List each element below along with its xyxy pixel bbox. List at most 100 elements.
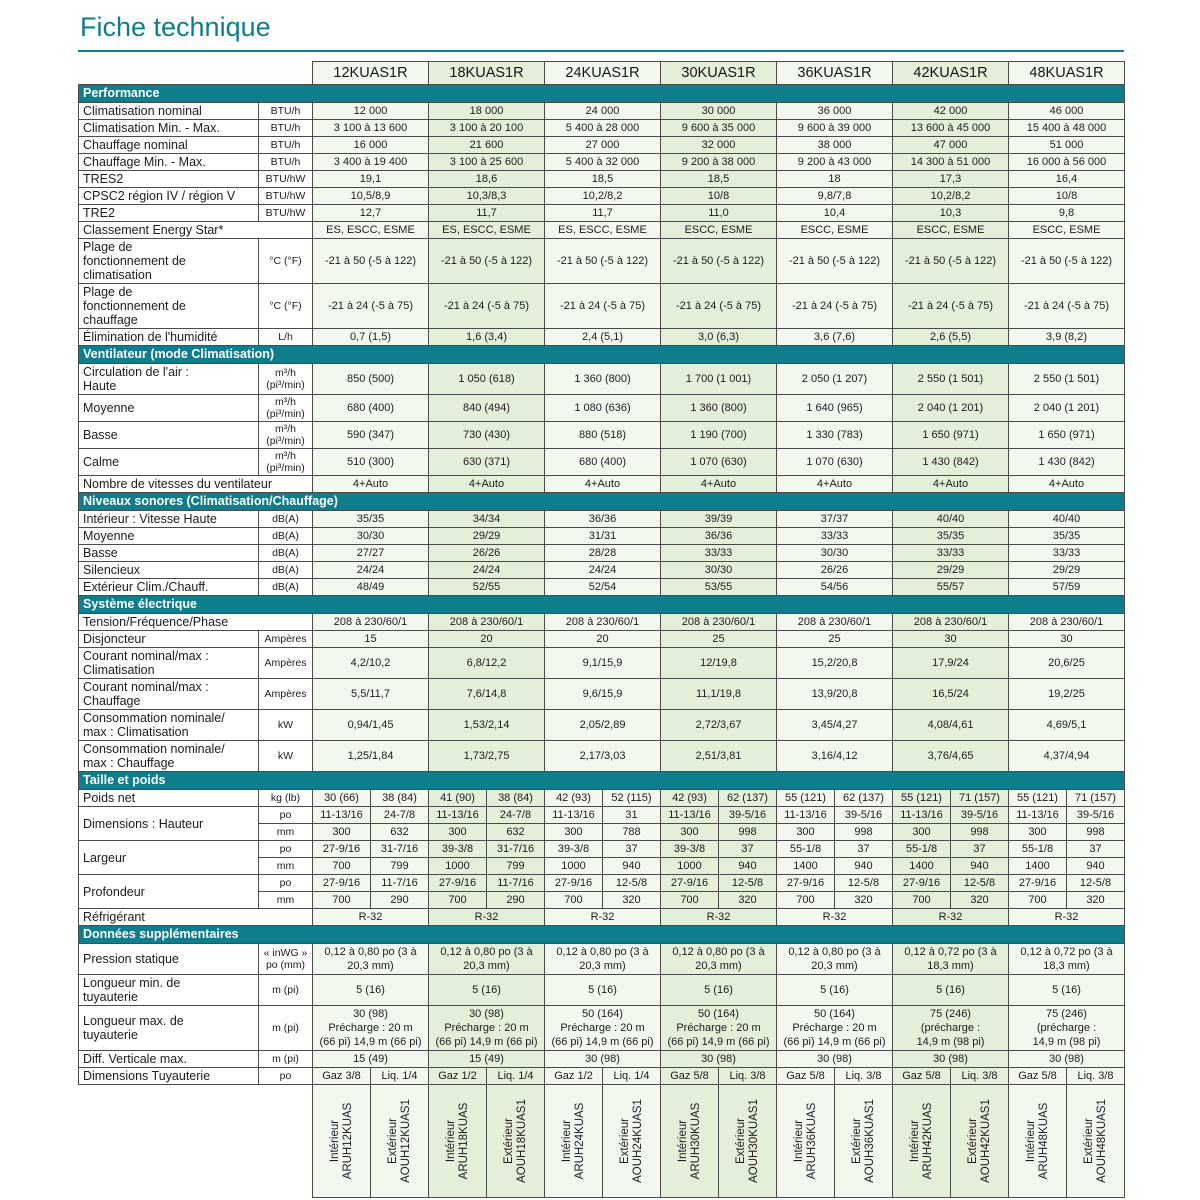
value-cell: 18,6 (428, 170, 545, 188)
value-cell: 42 (93) (660, 789, 719, 807)
value-cell: 18,5 (544, 170, 661, 188)
value-cell: 39/39 (660, 510, 777, 528)
footer-blank (78, 1084, 313, 1198)
value-cell: 2,4 (5,1) (544, 328, 661, 346)
value-cell: 42 (93) (544, 789, 603, 807)
value-cell: Gaz 1/2 (428, 1067, 487, 1085)
value-cell: 0,12 à 0,80 po (3 à 20,3 mm) (660, 943, 777, 975)
value-cell: 54/56 (776, 578, 893, 596)
row-label: Climatisation Min. - Max. (78, 119, 259, 137)
value-cell: 799 (486, 857, 545, 875)
value-cell: 37 (834, 840, 893, 858)
section-header: Niveaux sonores (Climatisation/Chauffage… (78, 492, 1125, 511)
value-cell: 39-3/8 (660, 840, 719, 858)
row-label: Poids net (78, 789, 259, 807)
value-cell: 700 (312, 891, 371, 909)
value-cell: 10,4 (776, 204, 893, 222)
value-cell: 700 (776, 891, 835, 909)
value-cell: 38 (84) (370, 789, 429, 807)
value-cell: 30 (98) (544, 1050, 661, 1068)
value-cell: 17,3 (892, 170, 1009, 188)
value-cell: 62 (137) (718, 789, 777, 807)
unit-designation-cell: Intérieur ARUH12KUAS (312, 1084, 371, 1198)
value-cell: 40/40 (892, 510, 1009, 528)
value-cell: 0,12 à 0,80 po (3 à 20,3 mm) (428, 943, 545, 975)
value-cell: 33/33 (1008, 544, 1125, 562)
value-cell: 33/33 (892, 544, 1009, 562)
value-cell: 24 000 (544, 102, 661, 120)
value-cell: 30 (98) Précharge : 20 m (66 pi) 14,9 m … (428, 1005, 545, 1051)
value-cell: 940 (1066, 857, 1125, 875)
value-cell: 10,3 (892, 204, 1009, 222)
value-cell: 6,8/12,2 (428, 647, 545, 679)
value-cell: 3 100 à 25 600 (428, 153, 545, 171)
unit-designation-cell: Intérieur ARUH42KUAS (892, 1084, 951, 1198)
value-cell: 24-7/8 (486, 806, 545, 824)
value-cell: 24-7/8 (370, 806, 429, 824)
unit-cell: dB(A) (258, 578, 313, 596)
value-cell: 42 000 (892, 102, 1009, 120)
value-cell: 25 (776, 630, 893, 648)
value-cell: 632 (370, 823, 429, 841)
value-cell: 11-13/16 (544, 806, 603, 824)
value-cell: 15 (49) (428, 1050, 545, 1068)
value-cell: -21 à 24 (-5 à 75) (544, 283, 661, 329)
value-cell: 12-5/8 (1066, 874, 1125, 892)
unit-cell: m³/h (pi³/min) (258, 421, 313, 449)
value-cell: 10/8 (1008, 187, 1125, 205)
row-label: Chauffage Min. - Max. (78, 153, 259, 171)
value-cell: 52/55 (428, 578, 545, 596)
value-cell: 300 (312, 823, 371, 841)
value-cell: 5 (16) (312, 974, 429, 1006)
value-cell: 11-13/16 (892, 806, 951, 824)
value-cell: 24/24 (544, 561, 661, 579)
model-header: 12KUAS1R (312, 61, 429, 85)
value-cell: 1 650 (971) (892, 421, 1009, 449)
value-cell: 29/29 (1008, 561, 1125, 579)
value-cell: 2 550 (1 501) (1008, 363, 1125, 395)
row-label: Largeur (78, 840, 259, 875)
row-label: Pression statique (78, 943, 259, 975)
value-cell: 27 000 (544, 136, 661, 154)
unit-cell: kg (lb) (258, 789, 313, 807)
value-cell: 37 (950, 840, 1009, 858)
value-cell: 31/31 (544, 527, 661, 545)
value-cell: 11,1/19,8 (660, 678, 777, 710)
value-cell: 1 430 (842) (892, 448, 1009, 476)
unit-cell: m³/h (pi³/min) (258, 448, 313, 476)
value-cell: 1000 (544, 857, 603, 875)
unit-cell: kW (258, 740, 313, 772)
value-cell: R-32 (892, 908, 1009, 926)
value-cell: 2 040 (1 201) (1008, 394, 1125, 422)
value-cell: 290 (486, 891, 545, 909)
value-cell: 55 (121) (1008, 789, 1067, 807)
value-cell: ESCC, ESME (892, 221, 1009, 239)
value-cell: 55-1/8 (776, 840, 835, 858)
value-cell: 35/35 (1008, 527, 1125, 545)
value-cell: 9 600 à 39 000 (776, 119, 893, 137)
page: Fiche technique 12KUAS1R 18KUAS1R 24KUAS1R… (78, 0, 1125, 1198)
row-label: Basse (78, 544, 259, 562)
row-label: TRES2 (78, 170, 259, 188)
value-cell: 11-7/16 (486, 874, 545, 892)
value-cell: 320 (834, 891, 893, 909)
value-cell: 1 700 (1 001) (660, 363, 777, 395)
value-cell: 2 040 (1 201) (892, 394, 1009, 422)
value-cell: 30 (892, 630, 1009, 648)
unit-cell: mm (258, 857, 313, 875)
value-cell: 3,45/4,27 (776, 709, 893, 741)
value-cell: 3,76/4,65 (892, 740, 1009, 772)
value-cell: 39-5/16 (950, 806, 1009, 824)
model-header: 24KUAS1R (544, 61, 661, 85)
value-cell: 4+Auto (544, 475, 661, 493)
value-cell: 3,0 (6,3) (660, 328, 777, 346)
value-cell: 53/55 (660, 578, 777, 596)
value-cell: -21 à 50 (-5 à 122) (660, 238, 777, 284)
unit-designation-cell: Intérieur ARUH24KUAS (544, 1084, 603, 1198)
unit-designation-cell: Intérieur ARUH18KUAS (428, 1084, 487, 1198)
value-cell: 4,2/10,2 (312, 647, 429, 679)
unit-cell: dB(A) (258, 561, 313, 579)
value-cell: 300 (776, 823, 835, 841)
value-cell: 2,17/3,03 (544, 740, 661, 772)
row-label: Plage de fonctionnement de climatisation (78, 238, 259, 284)
